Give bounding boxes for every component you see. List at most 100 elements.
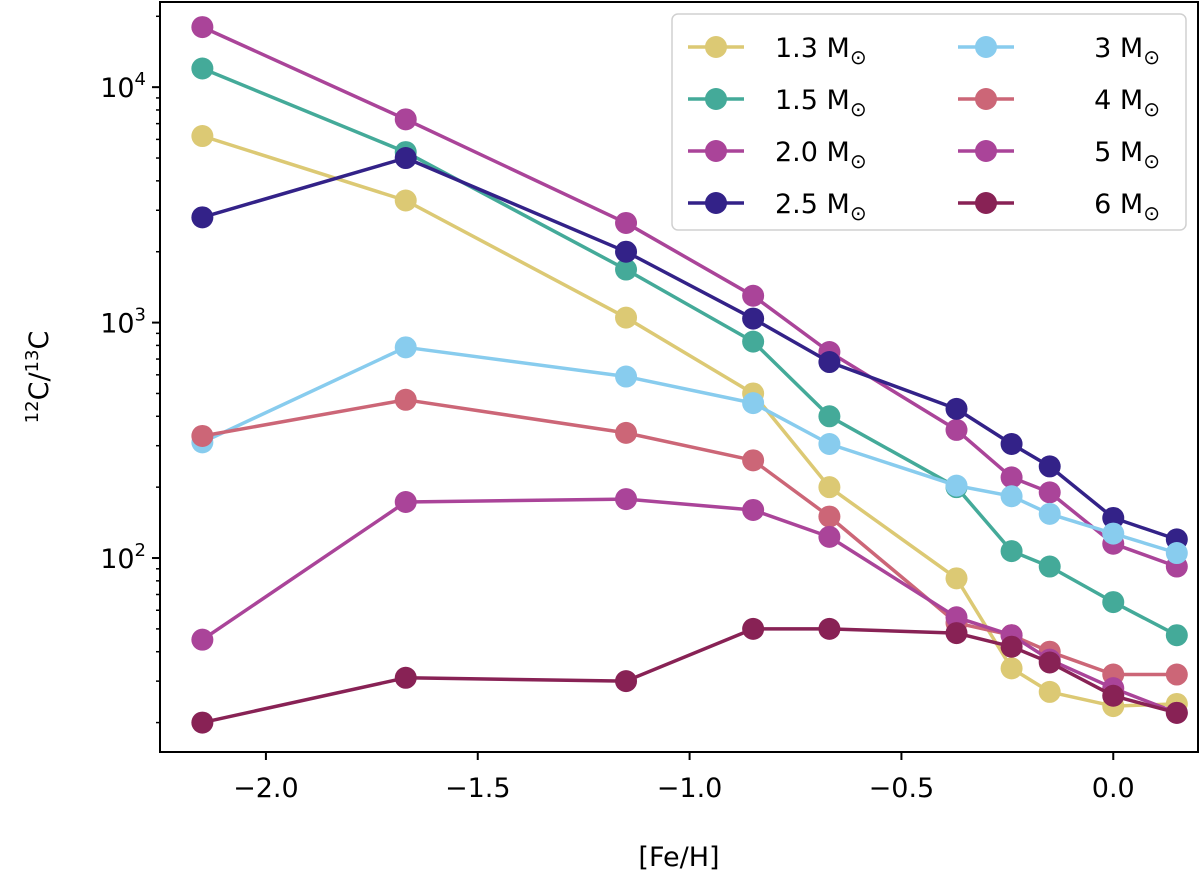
data-point — [191, 711, 214, 734]
x-axis: −2.0 −1.5 −1.0 −0.5 0.0 — [233, 752, 1135, 804]
legend-entry: 3 M⊙ — [958, 33, 1160, 69]
legend-marker — [975, 36, 997, 58]
data-point — [1038, 481, 1061, 504]
data-point — [742, 284, 765, 307]
data-point — [191, 125, 214, 148]
data-point — [945, 397, 968, 420]
series-5 — [191, 388, 1188, 686]
data-point — [945, 474, 968, 497]
data-point — [1165, 663, 1188, 686]
data-point — [818, 405, 841, 428]
x-tick-label: −1.5 — [445, 773, 511, 804]
series-line — [201, 66, 1178, 637]
data-point — [818, 351, 841, 374]
data-point — [742, 307, 765, 330]
series-line — [201, 156, 1178, 542]
legend-label: 1.3 M⊙ — [775, 33, 867, 69]
data-point — [191, 424, 214, 447]
data-point — [818, 617, 841, 640]
legend-entry: 1.5 M⊙ — [688, 85, 867, 121]
series-line — [202, 627, 1178, 725]
series-4 — [191, 336, 1188, 565]
data-point — [1038, 502, 1061, 525]
data-point — [1038, 680, 1061, 703]
data-point — [945, 622, 968, 645]
data-point — [394, 490, 417, 513]
data-point — [945, 567, 968, 590]
data-point — [742, 392, 765, 415]
legend-entry: 6 M⊙ — [958, 189, 1160, 225]
data-point — [818, 476, 841, 499]
data-point — [615, 421, 638, 444]
legend-entry: 1.3 M⊙ — [688, 33, 867, 69]
y-label-sup-13: 13 — [22, 350, 43, 373]
legend-label: 4 M⊙ — [1094, 85, 1160, 121]
x-tick-label: −0.5 — [869, 773, 935, 804]
data-point — [818, 505, 841, 528]
y-axis-label: 12C/13C — [22, 331, 55, 424]
legend-marker — [975, 192, 997, 214]
data-point — [615, 488, 638, 511]
x-tick-label: 0.0 — [1092, 773, 1135, 804]
data-point — [1000, 433, 1023, 456]
data-point — [945, 606, 968, 629]
data-point — [191, 16, 214, 39]
legend-entry: 5 M⊙ — [958, 137, 1160, 173]
data-point — [818, 525, 841, 548]
y-tick-base: 10 — [100, 544, 134, 575]
data-point — [1038, 455, 1061, 478]
y-tick-label: 102 — [100, 540, 146, 575]
data-point — [1038, 555, 1061, 578]
legend-label: 3 M⊙ — [1094, 33, 1160, 69]
data-point — [1102, 522, 1125, 545]
x-axis-label: [Fe/H] — [638, 842, 719, 873]
y-tick-exp: 4 — [135, 69, 146, 90]
legend-label: 2.0 M⊙ — [775, 137, 867, 173]
legend-label: 2.5 M⊙ — [775, 189, 867, 225]
data-point — [191, 206, 214, 229]
legend-marker — [705, 36, 727, 58]
data-point — [1102, 591, 1125, 614]
legend-marker — [705, 192, 727, 214]
data-point — [1000, 540, 1023, 563]
legend-label: 6 M⊙ — [1094, 189, 1160, 225]
series-line — [201, 134, 1177, 708]
data-point — [1000, 485, 1023, 508]
legend-label: 1.5 M⊙ — [775, 85, 867, 121]
data-point — [615, 670, 638, 693]
series-line — [201, 345, 1178, 555]
y-tick-exp: 2 — [135, 540, 146, 561]
data-point — [394, 666, 417, 689]
legend-box — [671, 13, 1187, 231]
data-point — [394, 147, 417, 170]
x-tick-label: −1.0 — [657, 773, 723, 804]
data-point — [394, 189, 417, 212]
legend-entry: 4 M⊙ — [958, 85, 1160, 121]
data-point — [191, 57, 214, 80]
data-point — [1165, 542, 1188, 565]
y-label-c: C — [24, 331, 55, 350]
data-point — [742, 330, 765, 353]
y-tick-base: 10 — [100, 309, 134, 340]
series-line — [201, 25, 1178, 569]
data-point — [1165, 701, 1188, 724]
legend-entry: 2.5 M⊙ — [688, 189, 867, 225]
data-point — [1000, 635, 1023, 658]
series-6 — [191, 488, 1188, 724]
x-tick-label: −2.0 — [233, 773, 299, 804]
data-point — [615, 240, 638, 263]
legend: 1.3 M⊙ 1.5 M⊙ 2.0 M⊙ 2.5 M⊙ 3 M⊙ 4 M⊙ 5 M⊙ 6 M⊙ — [671, 13, 1187, 231]
data-point — [615, 306, 638, 329]
data-point — [1102, 684, 1125, 707]
y-tick-label: 103 — [100, 305, 146, 340]
data-point — [394, 388, 417, 411]
plot-frame — [159, 1, 1199, 753]
data-point — [615, 258, 638, 281]
y-tick-label: 104 — [100, 69, 146, 104]
data-point — [615, 211, 638, 234]
data-point — [191, 628, 214, 651]
data-point — [742, 498, 765, 521]
data-point — [615, 365, 638, 388]
legend-marker — [705, 88, 727, 110]
